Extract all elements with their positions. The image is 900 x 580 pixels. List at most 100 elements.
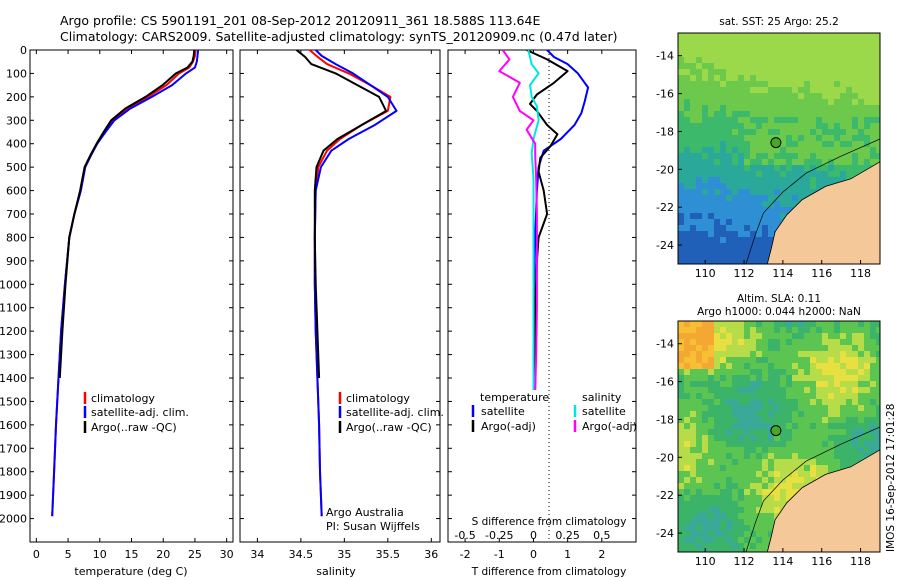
heat-cell (750, 495, 757, 502)
heat-cell (774, 417, 781, 424)
heat-cell (738, 519, 745, 526)
heat-cell (822, 117, 829, 124)
heat-cell (678, 525, 685, 532)
heat-cell (756, 495, 763, 502)
heat-cell (744, 63, 751, 70)
heat-cell (762, 33, 769, 40)
heat-cell (864, 45, 871, 52)
heat-cell (720, 51, 727, 58)
heat-cell (846, 435, 853, 442)
heat-cell (702, 69, 709, 76)
heat-cell (840, 153, 847, 160)
heat-cell (858, 63, 865, 70)
heat-cell (876, 447, 880, 454)
heat-cell (720, 477, 727, 484)
heat-cell (750, 159, 757, 166)
heat-cell (684, 351, 691, 358)
heat-cell (870, 75, 877, 82)
heat-cell (744, 531, 751, 538)
heat-cell (840, 357, 847, 364)
heat-cell (852, 75, 859, 82)
heat-cell (690, 213, 697, 220)
heat-cell (762, 327, 769, 334)
heat-cell (798, 429, 805, 436)
heat-cell (732, 327, 739, 334)
heat-cell (732, 93, 739, 100)
heat-cell (834, 129, 841, 136)
heat-cell (690, 471, 697, 478)
heat-cell (744, 201, 751, 208)
heat-cell (840, 459, 847, 466)
heat-cell (726, 159, 733, 166)
heat-cell (678, 393, 685, 400)
heat-cell (780, 393, 787, 400)
heat-cell (786, 147, 793, 154)
heat-cell (768, 69, 775, 76)
heat-cell (768, 327, 775, 334)
heat-cell (804, 111, 811, 118)
heat-cell (684, 51, 691, 58)
heat-cell (798, 387, 805, 394)
heat-cell (840, 435, 847, 442)
heat-cell (810, 81, 817, 88)
heat-cell (798, 381, 805, 388)
heat-cell (738, 207, 745, 214)
heat-cell (750, 399, 757, 406)
heat-cell (840, 453, 847, 460)
heat-cell (684, 261, 691, 264)
heat-cell (708, 255, 715, 262)
heat-cell (816, 453, 823, 460)
heat-cell (696, 255, 703, 262)
heat-cell (738, 117, 745, 124)
heat-cell (822, 459, 829, 466)
heat-cell (732, 333, 739, 340)
heat-cell (804, 129, 811, 136)
heat-cell (852, 429, 859, 436)
heat-cell (828, 117, 835, 124)
heat-cell (834, 99, 841, 106)
heat-cell (738, 165, 745, 172)
heat-cell (864, 135, 871, 142)
heat-cell (732, 147, 739, 154)
heat-cell (822, 75, 829, 82)
heat-cell (804, 105, 811, 112)
heat-cell (714, 405, 721, 412)
heat-cell (762, 405, 769, 412)
heat-cell (816, 405, 823, 412)
heat-cell (684, 441, 691, 448)
heat-cell (708, 39, 715, 46)
salinity-x-ticks: 34 34.5 35 35.5 36 (250, 50, 438, 561)
heat-cell (732, 129, 739, 136)
heat-cell (780, 45, 787, 52)
heat-cell (708, 513, 715, 520)
heat-cell (786, 81, 793, 88)
series-line-climatology (308, 50, 392, 517)
heat-cell (750, 177, 757, 184)
heat-cell (684, 57, 691, 64)
heat-cell (738, 249, 745, 256)
heat-cell (774, 465, 781, 472)
heat-cell (714, 123, 721, 130)
heat-cell (708, 405, 715, 412)
heat-cell (762, 393, 769, 400)
heat-cell (774, 117, 781, 124)
heat-cell (696, 381, 703, 388)
heat-cell (786, 201, 793, 208)
heat-cell (786, 459, 793, 466)
heat-cell (738, 339, 745, 346)
heat-cell (864, 411, 871, 418)
heat-cell (792, 51, 799, 58)
heat-cell (756, 489, 763, 496)
heat-cell (864, 69, 871, 76)
depth-ticks: 0100200300400500600700800900100011001200… (0, 44, 233, 526)
heat-cell (750, 327, 757, 334)
heat-cell (810, 441, 817, 448)
heat-cell (696, 57, 703, 64)
heat-cell (726, 405, 733, 412)
heat-cell (828, 465, 835, 472)
heat-cell (708, 69, 715, 76)
heat-cell (858, 435, 865, 442)
heat-cell (720, 225, 727, 232)
heat-cell (858, 387, 865, 394)
heat-cell (810, 177, 817, 184)
